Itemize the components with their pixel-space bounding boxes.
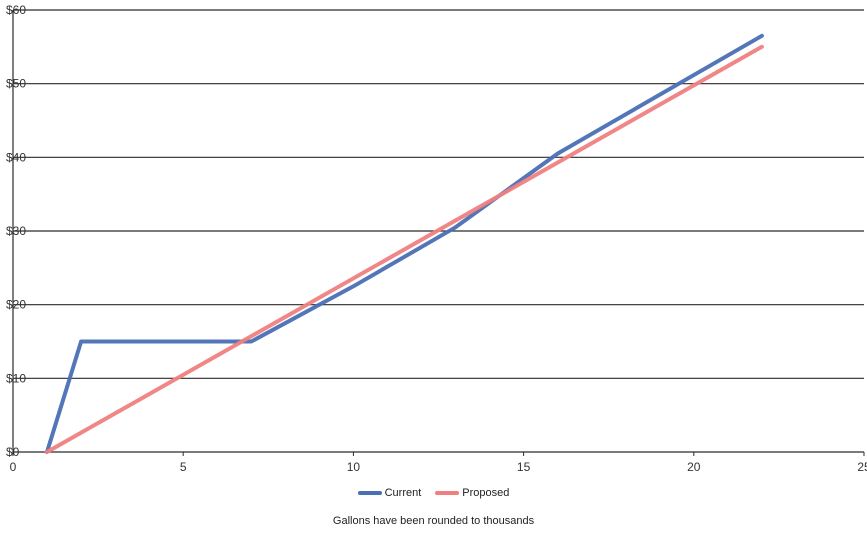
axes: $0$10$20$30$40$50$600510152025 bbox=[6, 3, 867, 474]
series-line-proposed bbox=[45, 44, 764, 454]
line-chart: $0$10$20$30$40$50$600510152025 bbox=[6, 3, 867, 474]
y-tick-label: $10 bbox=[6, 371, 26, 385]
legend-item-current: Current bbox=[357, 487, 422, 499]
series-lines bbox=[45, 33, 764, 454]
x-tick-label: 20 bbox=[687, 460, 701, 474]
y-tick-label: $20 bbox=[6, 298, 26, 312]
x-tick-label: 15 bbox=[517, 460, 531, 474]
legend-swatch-proposed bbox=[435, 491, 460, 495]
x-tick-label: 5 bbox=[180, 460, 187, 474]
x-tick-label: 0 bbox=[10, 460, 17, 474]
footnote: Gallons have been rounded to thousands bbox=[332, 515, 535, 527]
legend-label-current: Current bbox=[384, 487, 422, 499]
legend-label-proposed: Proposed bbox=[462, 487, 510, 499]
y-tick-label: $40 bbox=[6, 150, 26, 164]
x-tick-label: 10 bbox=[347, 460, 361, 474]
y-tick-label: $30 bbox=[6, 224, 26, 238]
grid-lines bbox=[13, 9, 864, 453]
x-tick-label: 25 bbox=[857, 460, 867, 474]
series-line-current bbox=[45, 33, 764, 454]
y-tick-label: $50 bbox=[6, 77, 26, 91]
y-tick-label: $60 bbox=[6, 3, 26, 17]
legend: Current Proposed bbox=[0, 487, 867, 499]
legend-item-proposed: Proposed bbox=[435, 487, 509, 499]
legend-swatch-current bbox=[357, 491, 382, 495]
